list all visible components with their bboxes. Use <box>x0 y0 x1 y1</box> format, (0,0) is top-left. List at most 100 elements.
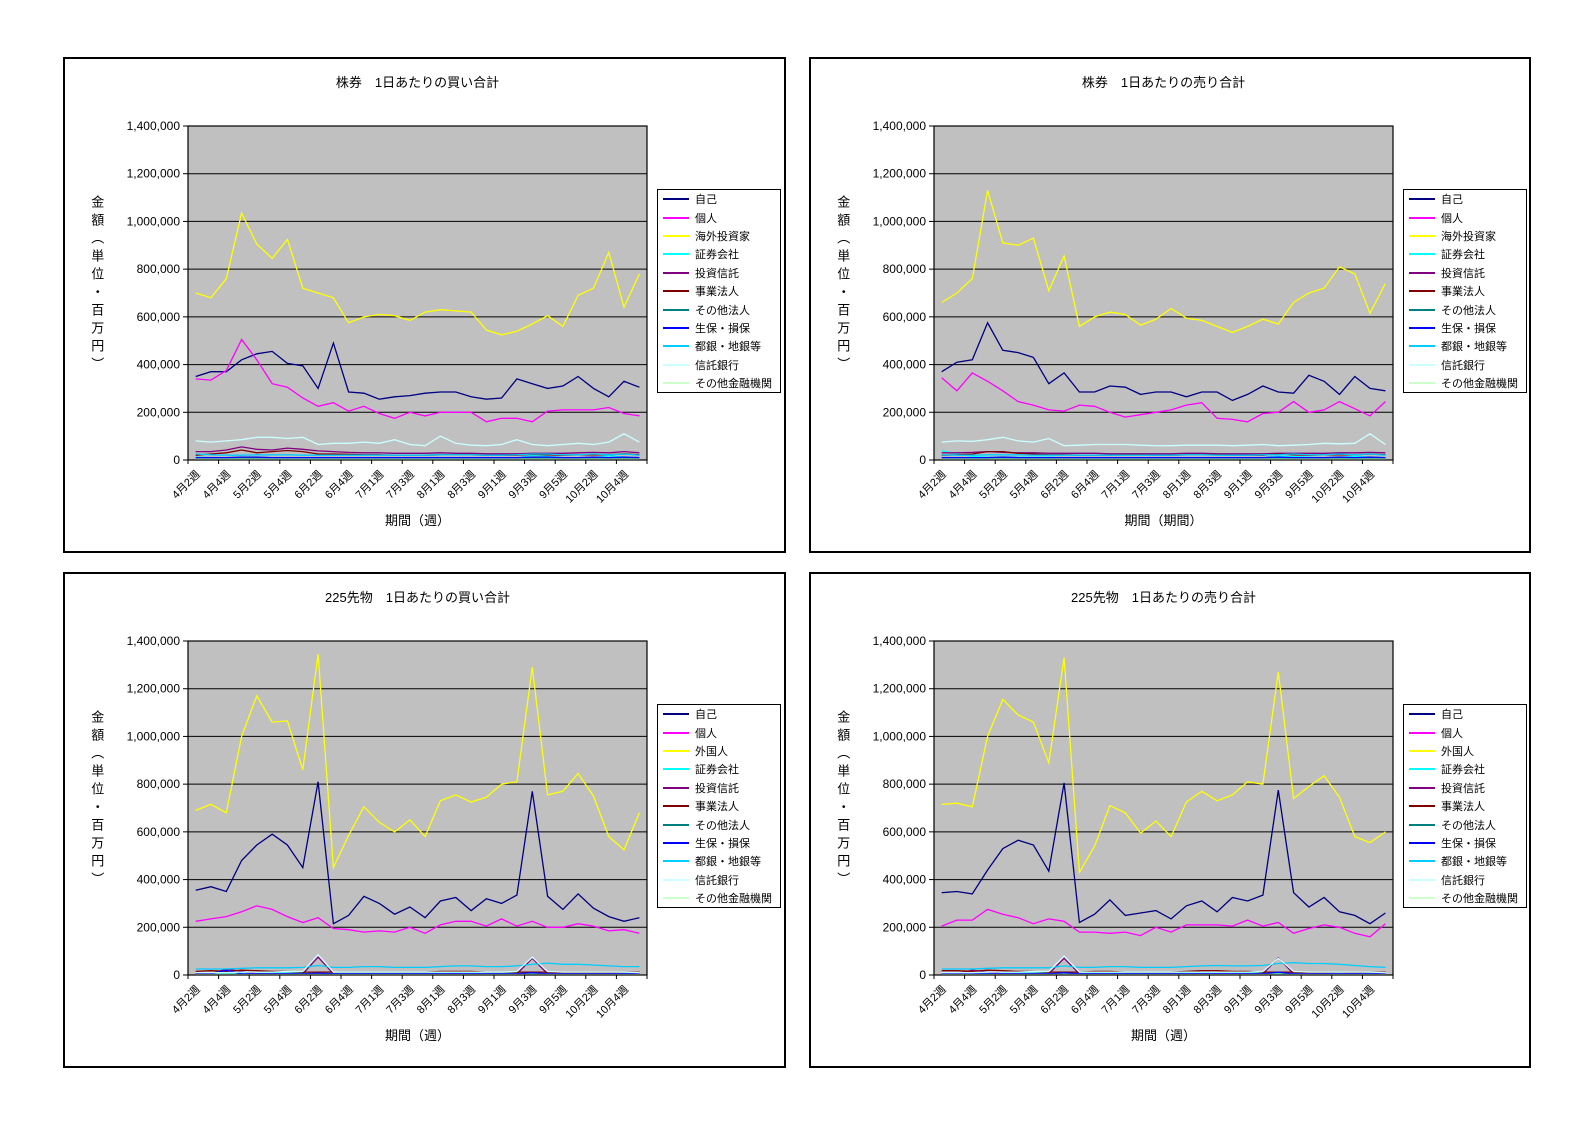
chart-futures-buy: 225先物 1日あたりの買い合計 金額（単位・百万円） 期間（週） 0 200,000 4… <box>63 572 786 1068</box>
legend-item: 投資信託 <box>658 264 780 282</box>
legend-swatch-stock-sell-5 <box>1409 290 1435 293</box>
series-line-futures-sell-8 <box>941 961 1386 970</box>
legend-swatch-stock-sell-8 <box>1409 345 1435 348</box>
x-axis-tick-label: 8月1週 <box>414 468 447 501</box>
legend-item: その他法人 <box>658 815 780 833</box>
legend-label: 証券会社 <box>1441 249 1485 262</box>
legend-swatch-futures-buy-7 <box>663 841 689 844</box>
legend-label: 自己 <box>695 709 717 722</box>
legend-swatch-stock-buy-1 <box>663 216 689 219</box>
legend-item: 事業法人 <box>1404 797 1526 815</box>
legend-item: その他金融機関 <box>1404 889 1526 907</box>
x-axis-tick-label: 9月3週 <box>506 983 539 1016</box>
legend-swatch-futures-sell-6 <box>1409 823 1435 826</box>
y-axis-tick-label: 800,000 <box>137 777 181 791</box>
legend-label: 証券会社 <box>1441 764 1485 777</box>
legend-item: 投資信託 <box>1404 264 1526 282</box>
y-axis-tick-label: 1,000,000 <box>127 729 181 743</box>
legend-item: その他金融機関 <box>1404 374 1526 392</box>
y-axis-tick-label: 0 <box>173 453 180 467</box>
legend-label: 個人 <box>695 212 717 225</box>
series-line-stock-buy-1 <box>195 338 640 423</box>
x-axis-tick-label: 8月1週 <box>1160 468 1193 501</box>
y-axis-tick-label: 800,000 <box>883 777 927 791</box>
x-axis-tick-label: 4月4週 <box>200 983 233 1016</box>
x-axis-tick-label: 6月4週 <box>322 468 355 501</box>
legend-item: 証券会社 <box>658 245 780 263</box>
x-axis-tick-label: 5月2週 <box>977 468 1010 501</box>
x-axis-tick-label: 6月2週 <box>1038 983 1071 1016</box>
legend-label: 都銀・地銀等 <box>695 341 761 354</box>
chart-title: 225先物 1日あたりの買い合計 <box>325 590 510 605</box>
legend-item: その他法人 <box>658 300 780 318</box>
legend-item: その他法人 <box>1404 815 1526 833</box>
x-axis-tick-label: 7月3週 <box>1130 468 1163 501</box>
legend-label: 個人 <box>1441 212 1463 225</box>
legend-item: 自己 <box>1404 190 1526 208</box>
plot-svg: 0 200,000 400,000 600,000 800,000 1,000,000 1,… <box>127 119 648 506</box>
x-axis-tick-label: 4月2週 <box>915 468 948 501</box>
y-axis-tick-label: 400,000 <box>883 358 927 372</box>
x-axis-tick-label: 6月2週 <box>292 468 325 501</box>
legend-item: その他法人 <box>1404 300 1526 318</box>
legend-label: 都銀・地銀等 <box>1441 341 1507 354</box>
legend-label: その他法人 <box>1441 304 1496 317</box>
series-line-stock-sell-8 <box>941 453 1386 456</box>
legend-item: 生保・損保 <box>1404 834 1526 852</box>
legend-item: 投資信託 <box>1404 779 1526 797</box>
x-axis-tick-label: 8月3週 <box>445 983 478 1016</box>
x-axis-tick-label: 4月4週 <box>946 983 979 1016</box>
chart-futures-sell: 225先物 1日あたりの売り合計 金額（単位・百万円） 期間（週） 0 200,000 4… <box>809 572 1531 1068</box>
legend-label: その他金融機関 <box>1441 893 1518 906</box>
legend-item: 信託銀行 <box>658 871 780 889</box>
series-line-futures-buy-7 <box>195 969 640 975</box>
x-axis-tick-label: 4月2週 <box>169 983 202 1016</box>
legend: 自己 個人 外国人 証券会社 投資信託 事業法人 その他法人 生保・損保 都銀・地銀等 信託銀行そ… <box>1403 704 1527 909</box>
legend-item: 都銀・地銀等 <box>658 337 780 355</box>
legend-item: 個人 <box>658 208 780 226</box>
legend-swatch-futures-sell-9 <box>1409 878 1435 881</box>
legend-swatch-futures-sell-0 <box>1409 713 1435 716</box>
legend-item: 個人 <box>658 723 780 741</box>
legend-label: 生保・損保 <box>1441 837 1496 850</box>
legend-swatch-stock-sell-1 <box>1409 216 1435 219</box>
y-axis-title: 金額（単位・百万円） <box>835 195 851 375</box>
x-axis-tick-label: 5月4週 <box>261 468 294 501</box>
x-axis-tick-label: 6月4週 <box>322 983 355 1016</box>
legend-label: その他法人 <box>695 304 750 317</box>
x-axis-tick-label: 8月3週 <box>1191 983 1224 1016</box>
chart-title: 225先物 1日あたりの売り合計 <box>1071 590 1256 605</box>
y-axis-tick-label: 0 <box>919 453 926 467</box>
legend-label: 投資信託 <box>1441 782 1485 795</box>
legend-label: 都銀・地銀等 <box>1441 856 1507 869</box>
legend-item: 外国人 <box>1404 742 1526 760</box>
x-axis-tick-label: 5月4週 <box>1007 983 1040 1016</box>
x-axis-tick-label: 10月2週 <box>1309 983 1347 1021</box>
y-axis-tick-label: 600,000 <box>137 310 181 324</box>
y-axis-tick-label: 800,000 <box>137 262 181 276</box>
legend-item: 都銀・地銀等 <box>1404 337 1526 355</box>
y-axis-tick-label: 600,000 <box>137 825 181 839</box>
series-line-futures-sell-2 <box>941 657 1386 875</box>
x-axis-tick-label: 8月1週 <box>414 983 447 1016</box>
legend-swatch-futures-buy-10 <box>663 897 689 900</box>
y-axis-tick-label: 600,000 <box>883 825 927 839</box>
x-axis-tick-label: 8月1週 <box>1160 983 1193 1016</box>
y-axis-tick-label: 200,000 <box>137 405 181 419</box>
legend-label: 信託銀行 <box>695 874 739 887</box>
legend-swatch-futures-buy-1 <box>663 731 689 734</box>
x-axis-tick-label: 5月2週 <box>231 468 264 501</box>
y-axis-tick-label: 200,000 <box>883 920 927 934</box>
y-axis-tick-label: 1,400,000 <box>873 119 927 133</box>
legend-swatch-futures-buy-6 <box>663 823 689 826</box>
legend-swatch-stock-buy-10 <box>663 382 689 385</box>
x-axis-tick-label: 7月3週 <box>384 983 417 1016</box>
legend-item: 個人 <box>1404 723 1526 741</box>
x-axis-tick-label: 6月2週 <box>1038 468 1071 501</box>
x-axis-title: 期間（週） <box>384 513 450 528</box>
legend-swatch-stock-sell-6 <box>1409 308 1435 311</box>
legend-swatch-stock-buy-4 <box>663 271 689 274</box>
series-line-futures-buy-0 <box>195 781 640 925</box>
series-line-stock-buy-2 <box>195 211 640 336</box>
legend-swatch-futures-buy-0 <box>663 713 689 716</box>
